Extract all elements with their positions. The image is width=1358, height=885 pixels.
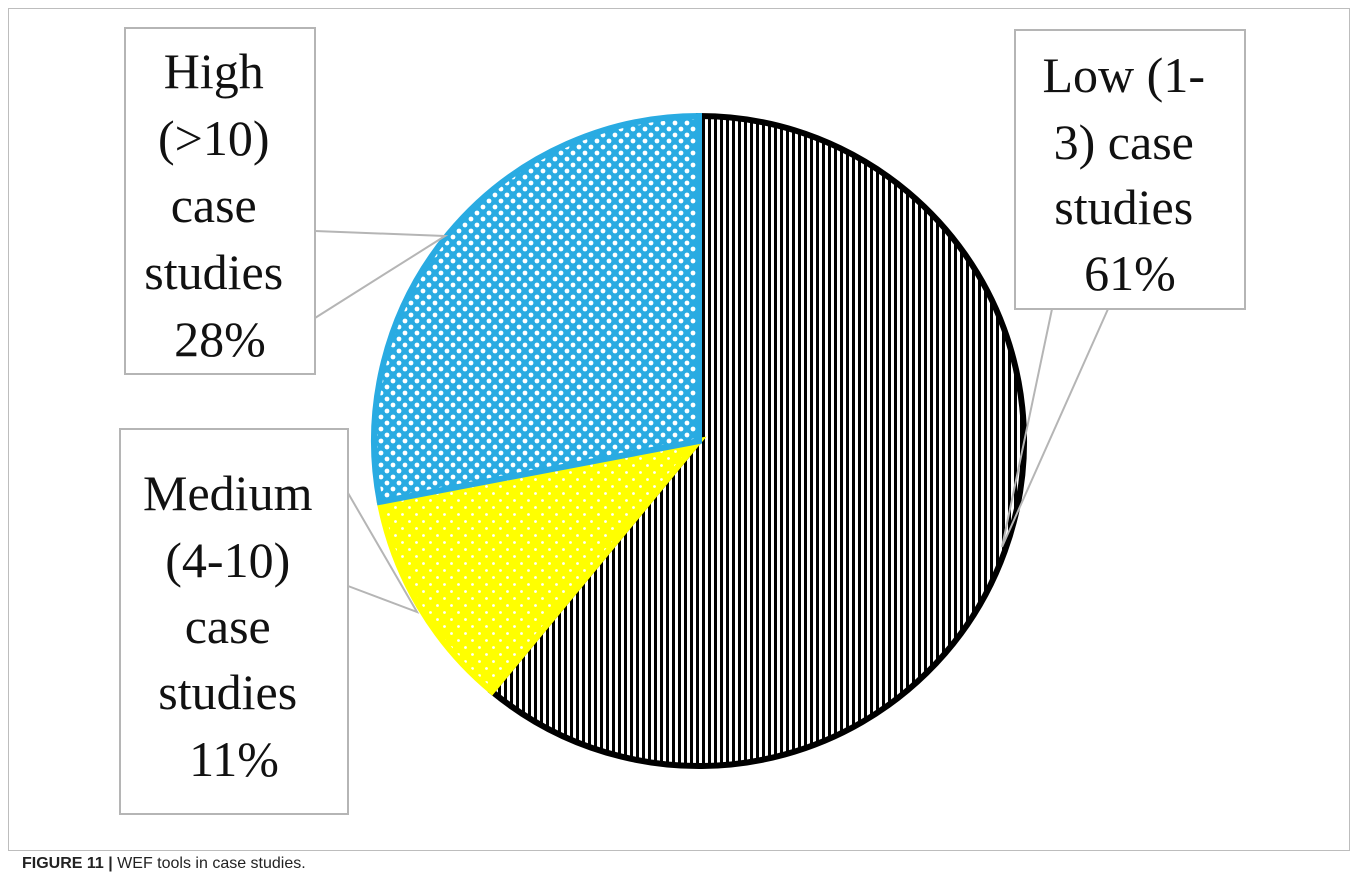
slice-label-line: 28%: [174, 311, 266, 367]
pie-slice-low: [487, 112, 1027, 769]
slice-label-line: Medium: [143, 465, 313, 521]
slice-label-line: High: [164, 43, 264, 99]
leader-line-low: [1001, 308, 1109, 548]
slice-label-low: Low (1- 3) case studies 61%: [1043, 47, 1218, 301]
figure-caption-text: WEF tools in case studies.: [112, 855, 306, 872]
figure-label: FIGURE 11 |: [22, 855, 113, 872]
leader-line-medium: [347, 492, 420, 614]
figure-frame: [8, 8, 1350, 851]
leader-line-high: [314, 230, 449, 319]
slice-label-line: case: [185, 598, 271, 654]
slice-label-line: studies: [1054, 179, 1193, 235]
slice-label-medium: Medium (4-10) case studies 11%: [143, 465, 325, 787]
slice-label-line: Low (1-: [1043, 47, 1205, 103]
slice-label-line: studies: [158, 664, 297, 720]
slice-label-line: case: [171, 177, 257, 233]
callout-box-high: [124, 27, 316, 375]
callout-box-low: [1014, 29, 1246, 310]
pie-slice-high: [371, 112, 702, 506]
slice-label-line: studies: [144, 244, 283, 300]
slice-label-line: 3) case: [1054, 114, 1194, 170]
slice-label-line: (>10): [158, 110, 270, 166]
callout-box-medium: [119, 428, 349, 815]
slice-label-line: 11%: [189, 731, 279, 787]
slice-label-line: (4-10): [165, 532, 290, 588]
pie-slices: [371, 112, 1027, 769]
figure-caption: FIGURE 11 | WEF tools in case studies.: [22, 855, 306, 873]
slice-label-high: High (>10) case studies 28%: [144, 43, 295, 367]
pie-slice-medium: [376, 436, 707, 696]
slice-label-line: 61%: [1084, 245, 1176, 301]
